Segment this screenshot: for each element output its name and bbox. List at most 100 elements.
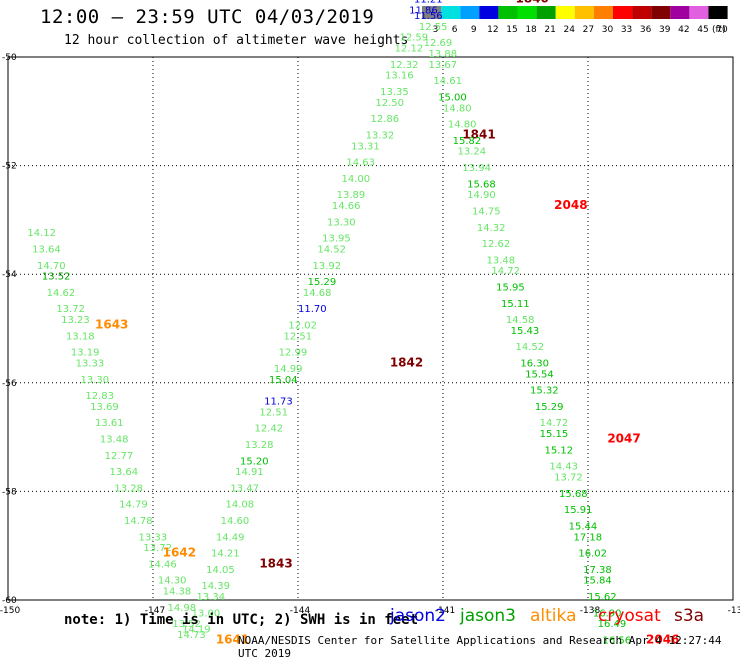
wave-height-label: 13.00 bbox=[192, 608, 221, 619]
wave-height-label: 15.29 bbox=[308, 277, 337, 288]
wave-height-label: 15.32 bbox=[530, 386, 559, 397]
legend-label: 6 bbox=[452, 25, 458, 35]
wave-height-label: 16.30 bbox=[520, 359, 549, 370]
pass-time-label: 1843 bbox=[259, 556, 292, 570]
footer-note: note: 1) Time is in UTC; 2) SWH is in fe… bbox=[64, 612, 419, 628]
legend-swatch bbox=[555, 6, 575, 19]
legend-label: 70 bbox=[716, 25, 728, 35]
wave-height-label: 16.02 bbox=[578, 549, 607, 560]
wave-height-label: 13.16 bbox=[385, 71, 414, 82]
wave-height-label: 13.95 bbox=[322, 234, 351, 245]
wave-height-label: 15.04 bbox=[269, 375, 298, 386]
pass-time-label: 1840 bbox=[516, 0, 549, 6]
wave-height-label: 15.54 bbox=[525, 369, 554, 380]
y-tick-label: -60 bbox=[2, 596, 17, 606]
pass-time-label: 2046 bbox=[646, 632, 679, 646]
wave-height-label: 13.33 bbox=[76, 359, 105, 370]
legend-label: 9 bbox=[471, 25, 477, 35]
wave-height-label: 15.91 bbox=[564, 505, 593, 516]
wave-height-label: 12.51 bbox=[259, 407, 288, 418]
wave-height-label: 15.11 bbox=[501, 299, 530, 310]
y-tick-label: -54 bbox=[2, 270, 17, 280]
wave-height-label: 15.68 bbox=[559, 489, 588, 500]
legend-label: 21 bbox=[544, 25, 555, 35]
wave-height-label: 14.52 bbox=[516, 342, 545, 353]
wave-height-label: 14.43 bbox=[549, 462, 578, 473]
wave-height-label: 13.48 bbox=[487, 255, 516, 266]
wave-height-label: 14.80 bbox=[443, 103, 472, 114]
wave-height-label: 14.98 bbox=[168, 603, 197, 614]
wave-height-label: 13.47 bbox=[230, 483, 259, 494]
wave-height-label: 13.92 bbox=[313, 261, 342, 272]
legend-swatch bbox=[517, 6, 537, 19]
wave-height-label: 12.99 bbox=[279, 348, 308, 359]
wave-height-label: 15.15 bbox=[540, 429, 569, 440]
wave-height-label: 14.72 bbox=[491, 266, 520, 277]
wave-height-label: 14.38 bbox=[163, 587, 192, 598]
wave-height-label: 13.34 bbox=[197, 592, 226, 603]
wave-height-label: 13.64 bbox=[32, 244, 61, 255]
wave-height-label: 15.29 bbox=[535, 402, 564, 413]
legend-label: 27 bbox=[583, 25, 594, 35]
legend-label: 15 bbox=[506, 25, 517, 35]
wave-height-label: 13.88 bbox=[429, 49, 458, 60]
y-tick-label: -50 bbox=[2, 53, 17, 63]
wave-height-label: 15.95 bbox=[496, 282, 525, 293]
pass-time-label: 2047 bbox=[607, 432, 640, 446]
wave-height-label: 17.18 bbox=[574, 532, 603, 543]
wave-height-label: 15.82 bbox=[453, 136, 482, 147]
wave-height-label: 15.43 bbox=[511, 326, 540, 337]
wave-height-label: 14.30 bbox=[158, 576, 187, 587]
wave-height-label: 13.23 bbox=[61, 315, 90, 326]
wave-height-label: 14.19 bbox=[182, 625, 211, 636]
wave-height-label: 13.72 bbox=[56, 304, 85, 315]
wave-height-label: 17.38 bbox=[583, 565, 612, 576]
wave-height-label: 12.86 bbox=[371, 114, 400, 125]
legend-label: 12 bbox=[487, 25, 498, 35]
wave-height-label: 11.70 bbox=[298, 304, 327, 315]
wave-height-label: 14.78 bbox=[124, 516, 153, 527]
wave-height-label: 13.32 bbox=[366, 130, 395, 141]
wave-height-label: 12.02 bbox=[288, 321, 317, 332]
wave-height-label: 14.79 bbox=[119, 500, 148, 511]
legend-swatch bbox=[613, 6, 633, 19]
wave-height-label: 14.75 bbox=[472, 206, 501, 217]
wave-height-label: 12.50 bbox=[375, 98, 404, 109]
wave-height-label: 14.63 bbox=[346, 158, 375, 169]
legend-label: 30 bbox=[602, 25, 614, 35]
legend-swatch bbox=[422, 6, 442, 19]
wave-height-label: 12.55 bbox=[419, 22, 448, 33]
footer-credit: NOAA/NESDIS Center for Satellite Applica… bbox=[238, 634, 722, 660]
legend-label: 39 bbox=[659, 25, 671, 35]
x-tick-label: -147 bbox=[145, 606, 165, 616]
wave-height-label: 14.08 bbox=[226, 500, 255, 511]
wave-height-label: 12.32 bbox=[390, 60, 419, 71]
wave-height-label: 14.80 bbox=[448, 120, 477, 131]
wave-height-label: 13.61 bbox=[95, 418, 124, 429]
wave-height-label: 14.61 bbox=[433, 76, 462, 87]
x-tick-label: -13 bbox=[728, 606, 740, 616]
legend-label: 33 bbox=[621, 25, 632, 35]
wave-height-label: 11.73 bbox=[264, 397, 293, 408]
x-tick-label: -138 bbox=[580, 606, 601, 616]
wave-height-label: 12.69 bbox=[424, 38, 453, 49]
wave-height-label: 16.90 bbox=[593, 608, 622, 619]
page-title: 12:00 — 23:59 UTC 04/03/2019 bbox=[40, 6, 375, 28]
legend-swatch bbox=[536, 6, 556, 19]
pass-time-label: 1643 bbox=[95, 318, 128, 332]
mission-jason3: jason3 bbox=[460, 606, 516, 626]
wave-height-label: 12.62 bbox=[482, 239, 511, 250]
wave-height-label: 12.83 bbox=[85, 391, 114, 402]
wave-height-label: 11.86 bbox=[409, 6, 438, 17]
x-tick-label: -141 bbox=[435, 606, 455, 616]
wave-height-label: 13.35 bbox=[380, 87, 409, 98]
wave-height-label: 15.62 bbox=[588, 592, 617, 603]
wave-height-label: 13.94 bbox=[462, 163, 491, 174]
pass-time-label: 1842 bbox=[390, 356, 423, 370]
legend-label: 18 bbox=[525, 25, 537, 35]
legend-swatch bbox=[498, 6, 518, 19]
mission-jason2: jason2 bbox=[390, 606, 446, 626]
legend-swatch bbox=[574, 6, 594, 19]
wave-height-label: 13.72 bbox=[554, 473, 583, 484]
mission-cryosat: cryosat bbox=[598, 606, 661, 626]
